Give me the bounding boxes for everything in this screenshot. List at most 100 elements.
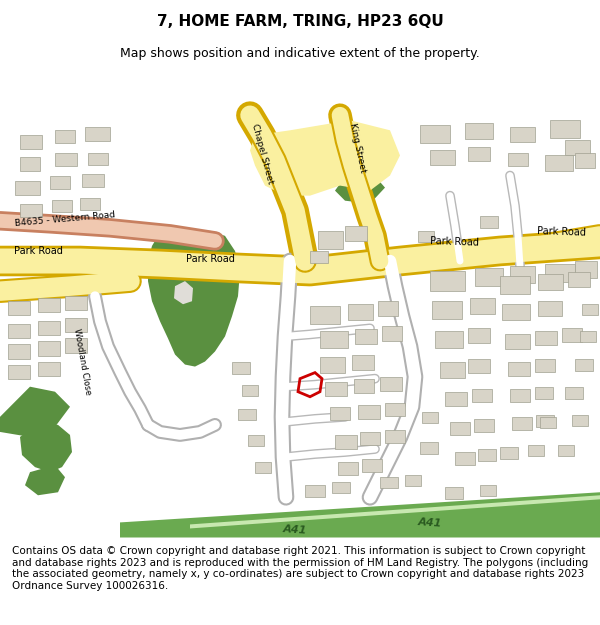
Polygon shape — [20, 158, 40, 171]
Polygon shape — [480, 216, 498, 228]
Polygon shape — [562, 328, 582, 342]
Polygon shape — [568, 272, 590, 287]
Polygon shape — [65, 318, 87, 332]
Polygon shape — [338, 462, 358, 475]
Polygon shape — [500, 447, 518, 459]
Polygon shape — [335, 171, 385, 204]
Polygon shape — [508, 361, 530, 376]
Polygon shape — [536, 415, 554, 427]
Polygon shape — [38, 298, 60, 312]
Polygon shape — [505, 334, 530, 349]
Polygon shape — [360, 432, 380, 445]
Polygon shape — [545, 264, 575, 282]
Polygon shape — [8, 301, 30, 315]
Polygon shape — [575, 261, 597, 278]
Polygon shape — [232, 361, 250, 374]
Polygon shape — [50, 176, 70, 189]
Polygon shape — [440, 361, 465, 378]
Polygon shape — [422, 412, 438, 423]
Polygon shape — [478, 449, 496, 461]
Polygon shape — [468, 148, 490, 161]
Polygon shape — [25, 465, 65, 495]
Polygon shape — [385, 402, 405, 416]
Polygon shape — [348, 304, 373, 321]
Polygon shape — [474, 419, 494, 432]
Polygon shape — [382, 326, 402, 341]
Polygon shape — [255, 462, 271, 473]
Text: A41: A41 — [418, 517, 442, 528]
Polygon shape — [8, 344, 30, 359]
Polygon shape — [575, 359, 593, 371]
Polygon shape — [80, 198, 100, 210]
Polygon shape — [420, 125, 450, 143]
Polygon shape — [88, 153, 108, 166]
Polygon shape — [335, 435, 357, 449]
Polygon shape — [385, 430, 405, 443]
Polygon shape — [510, 266, 535, 283]
Polygon shape — [8, 364, 30, 379]
Polygon shape — [65, 296, 87, 310]
Polygon shape — [332, 482, 350, 493]
Polygon shape — [528, 445, 544, 456]
Polygon shape — [310, 306, 340, 324]
Text: Park Road: Park Road — [185, 254, 235, 264]
Text: A41: A41 — [283, 524, 307, 535]
Polygon shape — [38, 361, 60, 376]
Polygon shape — [430, 151, 455, 166]
Polygon shape — [502, 304, 530, 321]
Polygon shape — [580, 331, 596, 342]
Polygon shape — [65, 338, 87, 352]
Polygon shape — [148, 231, 240, 367]
Polygon shape — [508, 153, 528, 166]
Polygon shape — [330, 407, 350, 420]
Polygon shape — [540, 417, 556, 428]
Polygon shape — [250, 120, 400, 196]
Polygon shape — [538, 301, 562, 316]
Polygon shape — [380, 477, 398, 488]
Polygon shape — [15, 181, 40, 194]
Polygon shape — [558, 445, 574, 456]
Polygon shape — [435, 331, 463, 349]
Polygon shape — [565, 141, 590, 156]
Polygon shape — [420, 442, 438, 454]
Polygon shape — [472, 389, 492, 402]
Polygon shape — [575, 153, 595, 168]
Polygon shape — [20, 204, 42, 217]
Polygon shape — [535, 387, 553, 399]
Text: King Street: King Street — [349, 122, 368, 173]
Polygon shape — [38, 341, 60, 356]
Polygon shape — [405, 475, 421, 486]
Polygon shape — [480, 485, 496, 496]
Polygon shape — [120, 492, 600, 538]
Polygon shape — [55, 130, 75, 143]
Text: 7, HOME FARM, TRING, HP23 6QU: 7, HOME FARM, TRING, HP23 6QU — [157, 14, 443, 29]
Polygon shape — [320, 331, 348, 349]
Polygon shape — [352, 354, 374, 369]
Polygon shape — [0, 387, 70, 437]
Polygon shape — [535, 359, 555, 372]
Polygon shape — [238, 409, 256, 420]
Polygon shape — [510, 127, 535, 142]
Polygon shape — [8, 324, 30, 338]
Polygon shape — [354, 379, 374, 392]
Polygon shape — [248, 435, 264, 446]
Polygon shape — [55, 153, 77, 166]
Polygon shape — [378, 301, 398, 316]
Text: B4635 - Western Road: B4635 - Western Road — [14, 210, 116, 227]
Polygon shape — [20, 136, 42, 149]
Text: Chapel Street: Chapel Street — [250, 122, 274, 184]
Polygon shape — [358, 405, 380, 419]
Polygon shape — [320, 356, 345, 372]
Polygon shape — [82, 174, 104, 187]
Text: Woodland Close: Woodland Close — [72, 328, 92, 396]
Polygon shape — [445, 392, 467, 406]
Polygon shape — [325, 382, 347, 396]
Polygon shape — [545, 156, 573, 171]
Text: Park Road: Park Road — [14, 246, 62, 256]
Text: Park Road: Park Road — [430, 236, 479, 248]
Polygon shape — [470, 298, 495, 314]
Polygon shape — [468, 328, 490, 344]
Polygon shape — [418, 231, 434, 242]
Text: Contains OS data © Crown copyright and database right 2021. This information is : Contains OS data © Crown copyright and d… — [12, 546, 588, 591]
Polygon shape — [362, 459, 382, 472]
